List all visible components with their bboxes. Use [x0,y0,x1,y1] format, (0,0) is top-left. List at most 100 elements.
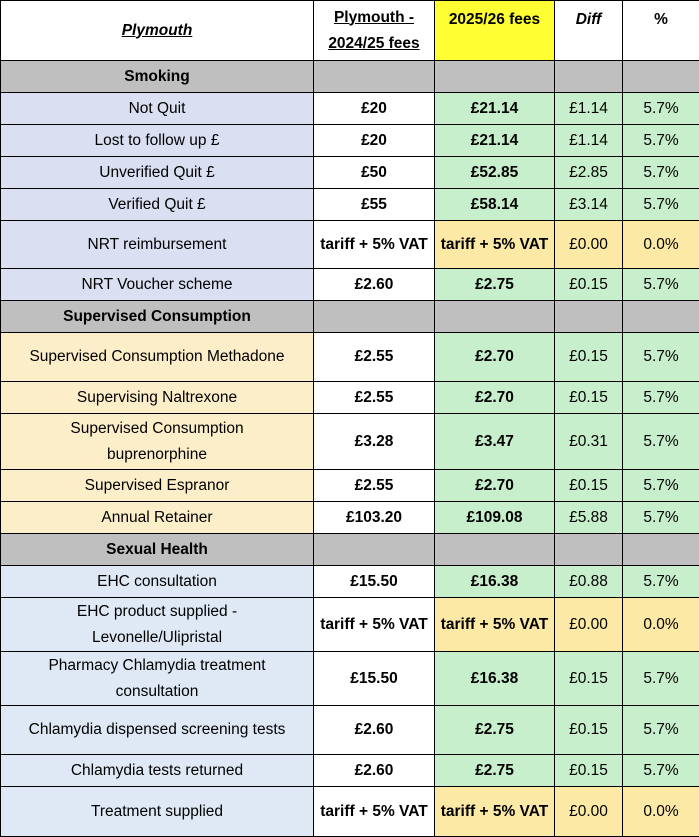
section-header-row: Supervised Consumption [1,301,699,333]
service-label: Supervised Espranor [1,470,314,502]
fee-2025-26: £58.14 [435,189,555,221]
table-row: Not Quit £20 £21.14 £1.14 5.7% [1,93,699,125]
service-label: Chlamydia tests returned [1,755,314,787]
fee-diff: £3.14 [555,189,623,221]
fee-percent: 0.0% [623,221,699,269]
fee-2024-25: tariff + 5% VAT [314,598,435,652]
fee-2025-26: £21.14 [435,125,555,157]
fee-percent: 5.7% [623,125,699,157]
service-label: Annual Retainer [1,502,314,534]
fee-2025-26: £2.70 [435,382,555,414]
fee-diff: £5.88 [555,502,623,534]
fee-percent: 5.7% [623,470,699,502]
fee-2025-26: £3.47 [435,414,555,470]
fee-2024-25: £2.60 [314,269,435,301]
table-row: Unverified Quit £ £50 £52.85 £2.85 5.7% [1,157,699,189]
fee-diff: £0.88 [555,566,623,598]
fee-diff: £0.31 [555,414,623,470]
fee-percent: 5.7% [623,652,699,706]
fee-2024-25: £15.50 [314,652,435,706]
fee-percent: 5.7% [623,157,699,189]
table-row: EHC consultation £15.50 £16.38 £0.88 5.7… [1,566,699,598]
table-row: Supervised Espranor £2.55 £2.70 £0.15 5.… [1,470,699,502]
table-row: Chlamydia tests returned £2.60 £2.75 £0.… [1,755,699,787]
service-label: NRT Voucher scheme [1,269,314,301]
fee-2025-26: £2.75 [435,755,555,787]
fee-diff: £0.00 [555,598,623,652]
service-label: Unverified Quit £ [1,157,314,189]
service-label: Supervising Naltrexone [1,382,314,414]
fee-percent: 5.7% [623,502,699,534]
fee-2024-25: £2.55 [314,470,435,502]
service-label: Chlamydia dispensed screening tests [1,706,314,755]
fee-diff: £0.15 [555,333,623,382]
fee-2024-25: £15.50 [314,566,435,598]
table-row: Supervised Consumption Methadone £2.55 £… [1,333,699,382]
fee-percent: 5.7% [623,755,699,787]
fee-2024-25: £2.55 [314,333,435,382]
table-row: Supervised Consumption buprenorphine £3.… [1,414,699,470]
fee-percent: 5.7% [623,189,699,221]
fee-2024-25: £103.20 [314,502,435,534]
fee-diff: £2.85 [555,157,623,189]
fee-percent: 5.7% [623,414,699,470]
table-row: Treatment supplied tariff + 5% VAT tarif… [1,787,699,837]
fee-percent: 5.7% [623,269,699,301]
fee-2025-26: £2.70 [435,470,555,502]
section-title: Smoking [1,61,314,93]
service-label: EHC product supplied - Levonelle/Ulipris… [1,598,314,652]
service-label: Verified Quit £ [1,189,314,221]
header-2024-25-fees: Plymouth - 2024/25 fees [314,1,435,61]
service-label: EHC consultation [1,566,314,598]
fee-2024-25: £20 [314,93,435,125]
fee-2024-25: £20 [314,125,435,157]
fee-2024-25: tariff + 5% VAT [314,787,435,837]
fee-2025-26: £16.38 [435,566,555,598]
section-header-row: Sexual Health [1,534,699,566]
section-supervised-consumption: Supervised Consumption Supervised Consum… [1,301,699,534]
fee-2024-25: £55 [314,189,435,221]
fee-percent: 0.0% [623,598,699,652]
service-label: Not Quit [1,93,314,125]
fee-2025-26: £2.75 [435,269,555,301]
header-2025-26-fees: 2025/26 fees [435,1,555,61]
section-title: Supervised Consumption [1,301,314,333]
fee-diff: £0.15 [555,470,623,502]
service-label: NRT reimbursement [1,221,314,269]
fee-2025-26: tariff + 5% VAT [435,598,555,652]
fee-percent: 5.7% [623,566,699,598]
fee-percent: 0.0% [623,787,699,837]
header-plymouth: Plymouth [1,1,314,61]
table-row: Pharmacy Chlamydia treatment consultatio… [1,652,699,706]
fee-2025-26: £21.14 [435,93,555,125]
fee-diff: £0.15 [555,652,623,706]
fee-2025-26: tariff + 5% VAT [435,787,555,837]
table-row: Verified Quit £ £55 £58.14 £3.14 5.7% [1,189,699,221]
service-label: Supervised Consumption buprenorphine [1,414,314,470]
table-row: Chlamydia dispensed screening tests £2.6… [1,706,699,755]
service-label: Pharmacy Chlamydia treatment consultatio… [1,652,314,706]
fee-percent: 5.7% [623,382,699,414]
fee-percent: 5.7% [623,706,699,755]
fee-diff: £1.14 [555,93,623,125]
fee-diff: £0.00 [555,221,623,269]
section-smoking: Smoking Not Quit £20 £21.14 £1.14 5.7% L… [1,61,699,301]
table-row: Annual Retainer £103.20 £109.08 £5.88 5.… [1,502,699,534]
section-sexual-health: Sexual Health EHC consultation £15.50 £1… [1,534,699,837]
fee-2025-26: £2.75 [435,706,555,755]
fee-2024-25: £50 [314,157,435,189]
fee-2024-25: £2.60 [314,706,435,755]
service-label: Supervised Consumption Methadone [1,333,314,382]
table-row: EHC product supplied - Levonelle/Ulipris… [1,598,699,652]
fee-2024-25: £2.55 [314,382,435,414]
service-label: Treatment supplied [1,787,314,837]
fee-2024-25: £3.28 [314,414,435,470]
fee-diff: £0.15 [555,706,623,755]
fee-2024-25: tariff + 5% VAT [314,221,435,269]
fee-diff: £0.00 [555,787,623,837]
fee-diff: £1.14 [555,125,623,157]
fee-2025-26: £52.85 [435,157,555,189]
header-row: Plymouth Plymouth - 2024/25 fees 2025/26… [1,1,699,61]
fee-2025-26: £109.08 [435,502,555,534]
